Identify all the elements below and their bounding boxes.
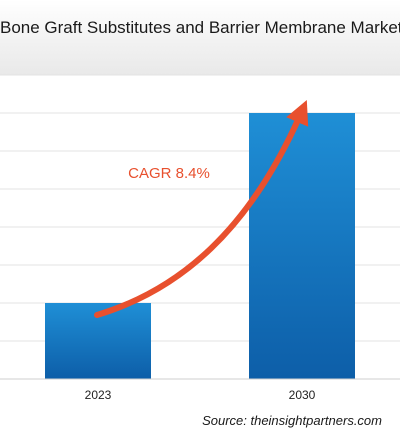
title-band xyxy=(0,0,400,75)
x-tick-label-2030: 2030 xyxy=(289,388,316,402)
cagr-arrow xyxy=(94,100,309,318)
bars xyxy=(45,113,355,379)
x-tick-label-2023: 2023 xyxy=(85,388,112,402)
x-tick-labels: 2023 2030 xyxy=(85,388,316,402)
bar-2030 xyxy=(249,113,355,379)
source-credit: Source: theinsightpartners.com xyxy=(202,413,382,428)
chart-title: Bone Graft Substitutes and Barrier Membr… xyxy=(0,18,400,37)
cagr-label: CAGR 8.4% xyxy=(128,165,210,182)
